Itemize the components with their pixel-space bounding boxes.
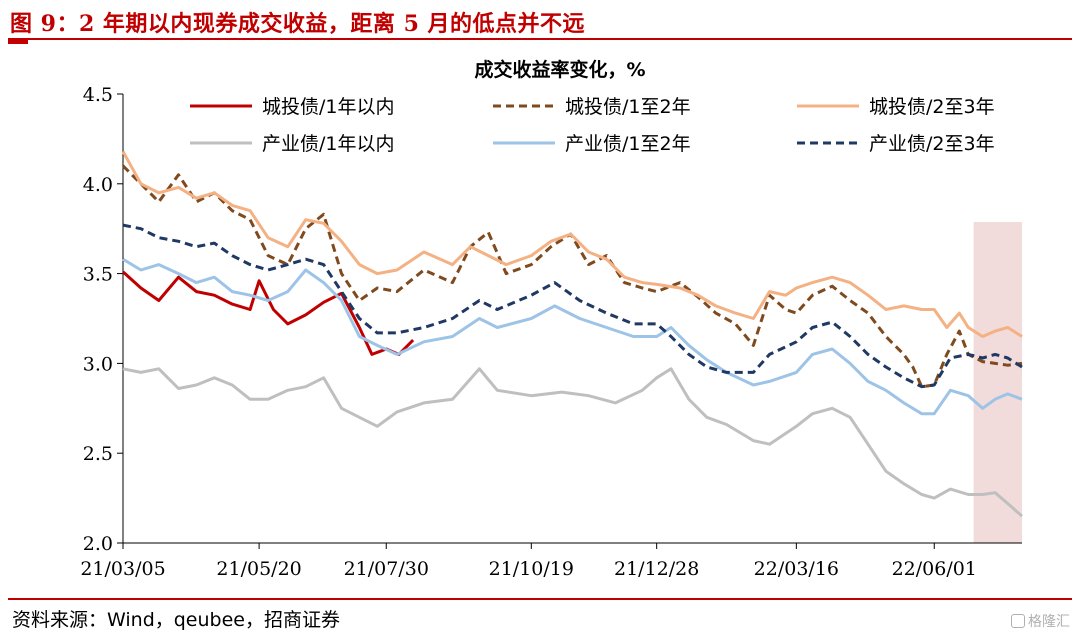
x-tick-label: 21/10/19 — [489, 558, 574, 580]
x-tick-label: 21/12/28 — [614, 558, 699, 580]
legend-label-4: 产业债/1年以内 — [262, 133, 395, 155]
y-tick-label: 3.5 — [83, 264, 113, 286]
y-tick-label: 2.0 — [83, 533, 113, 555]
series-line-4 — [122, 367, 1023, 518]
axes: 2.0 2.5 3.0 3.5 4.0 4.5 21/03/05 21/05/20 21/07/… — [80, 84, 1022, 580]
series-line-1 — [121, 270, 415, 356]
highlight-band — [973, 222, 1022, 543]
figure-title: 图 9：2 年期以内现券成交收益，距离 5 月的低点并不远 — [10, 11, 586, 37]
y-tick-label: 2.5 — [83, 443, 113, 465]
footer-rule — [8, 598, 1072, 600]
x-tick-label: 22/03/16 — [754, 558, 839, 580]
title-rule — [8, 38, 1072, 40]
y-tick-label: 4.0 — [83, 174, 113, 196]
series-line-5 — [122, 257, 1023, 416]
y-tick-label: 4.5 — [83, 84, 113, 106]
legend-label-6: 产业债/2至3年 — [869, 133, 995, 155]
line-chart: 成交收益率变化，% 2.0 2.5 3.0 3.5 4.0 4.5 21/03/05 21/0… — [80, 58, 1023, 580]
x-tick-label: 21/05/20 — [216, 558, 301, 580]
series-line-6 — [122, 223, 1023, 389]
legend-label-3: 城投债/2至3年 — [869, 96, 995, 118]
x-tick-label: 21/03/05 — [80, 558, 165, 580]
y-tick-label: 3.0 — [83, 353, 113, 375]
source-note: 资料来源：Wind，qeubee，招商证券 — [12, 609, 340, 631]
legend-label-2: 城投债/1至2年 — [565, 96, 691, 118]
series-line-2 — [121, 164, 1023, 389]
watermark-icon — [1011, 614, 1025, 628]
watermark-text: 格隆汇 — [1028, 614, 1070, 630]
chart-title: 成交收益率变化，% — [474, 58, 645, 81]
watermark: 格隆汇 — [1011, 611, 1070, 631]
x-tick-label: 22/06/01 — [892, 558, 977, 580]
series-layer — [121, 150, 1023, 518]
legend-label-1: 城投债/1年以内 — [262, 96, 395, 118]
series-line-3 — [121, 150, 1023, 338]
x-tick-label: 21/07/30 — [344, 558, 429, 580]
legend-label-5: 产业债/1至2年 — [565, 133, 691, 155]
title-tick — [8, 40, 28, 44]
